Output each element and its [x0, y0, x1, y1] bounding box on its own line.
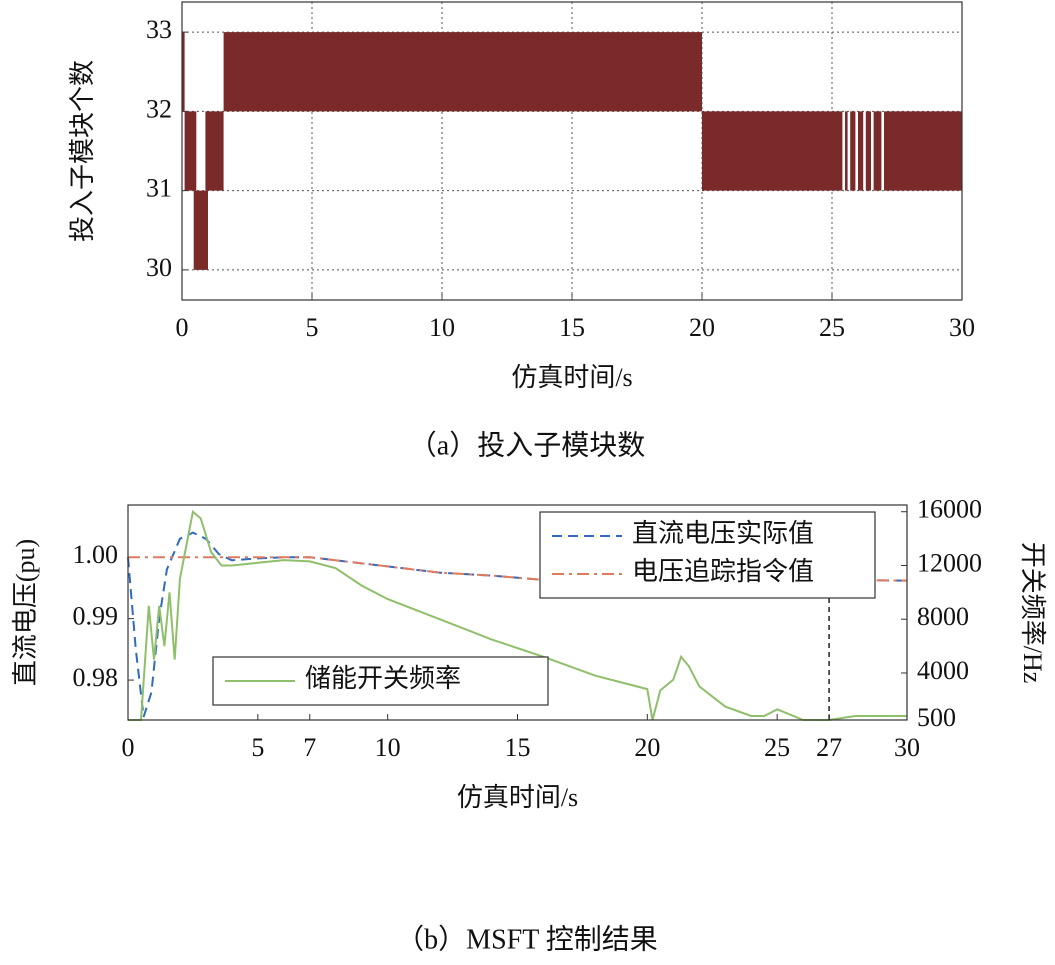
y2-axis-label: 开关频率/Hz	[1018, 542, 1047, 684]
range-bar	[223, 32, 702, 112]
x-tick-label: 10	[429, 313, 455, 342]
range-bar	[184, 111, 197, 191]
x-tick-label: 25	[764, 733, 790, 762]
caption: （b）MSFT 控制结果	[396, 923, 658, 955]
legend-label: 储能开关频率	[305, 664, 461, 693]
plot-frame	[181, 1, 963, 301]
legend-label: 直流电压实际值	[632, 519, 814, 548]
y2-tick-label: 12000	[917, 548, 982, 577]
x-tick-label: 15	[505, 733, 531, 762]
range-bar	[873, 111, 882, 191]
y2-tick-label: 16000	[917, 495, 982, 524]
x-axis-label: 仿真时间/s	[457, 783, 578, 812]
y-tick-label: 1.00	[73, 540, 119, 569]
y-tick-label: 31	[146, 174, 172, 203]
caption: （a）投入子模块数	[409, 429, 645, 461]
y-tick-label: 30	[146, 253, 172, 282]
x-tick-label: 20	[689, 313, 715, 342]
x-tick-label: 0	[122, 733, 135, 762]
range-bar	[865, 111, 871, 191]
y2-tick-label: 8000	[917, 602, 969, 631]
y-tick-label: 0.99	[73, 602, 119, 631]
x-tick-label: 7	[303, 733, 316, 762]
legend-label: 电压追踪指令值	[632, 557, 814, 586]
y2-tick-label: 4000	[917, 656, 969, 685]
range-bar	[884, 111, 962, 191]
range-bar	[205, 111, 224, 191]
range-bar	[182, 32, 185, 112]
legend-box	[539, 511, 876, 599]
x-tick-label: 0	[176, 313, 189, 342]
x-tick-label: 15	[559, 313, 585, 342]
x-tick-label: 25	[819, 313, 845, 342]
x-tick-label: 5	[306, 313, 319, 342]
y2-tick-label: 500	[917, 703, 956, 732]
y-axis-label: 投入子模块个数	[68, 60, 97, 242]
x-tick-label: 20	[634, 733, 660, 762]
series-line	[128, 509, 907, 721]
y-tick-label: 32	[146, 94, 172, 123]
x-tick-label: 27	[816, 733, 842, 762]
y-tick-label: 0.98	[73, 663, 119, 692]
x-tick-label: 10	[375, 733, 401, 762]
plot-frame	[127, 504, 908, 721]
range-bar	[193, 190, 208, 270]
range-bar	[845, 111, 848, 191]
y-axis-label: 直流电压(pu)	[11, 539, 40, 686]
x-axis-label: 仿真时间/s	[511, 363, 632, 392]
x-tick-label: 30	[949, 313, 975, 342]
y-tick-label: 33	[146, 15, 172, 44]
range-bar	[702, 111, 843, 191]
x-tick-label: 30	[894, 733, 920, 762]
range-bar	[858, 111, 864, 191]
range-bar	[850, 111, 856, 191]
x-tick-label: 5	[251, 733, 264, 762]
